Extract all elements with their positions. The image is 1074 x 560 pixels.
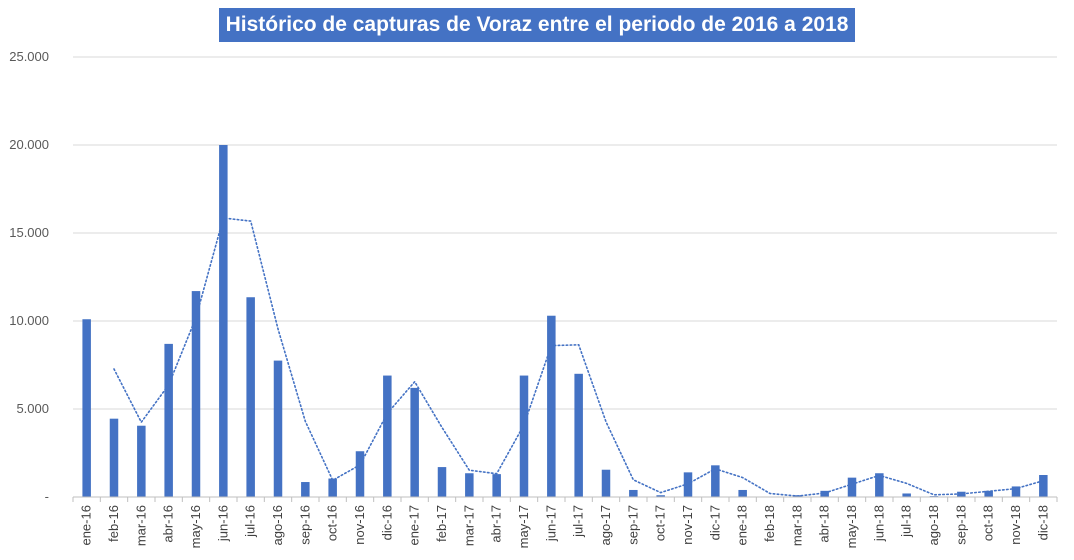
x-tick-label: mar-17 <box>461 505 476 546</box>
y-tick-label: 15.000 <box>9 225 49 240</box>
x-tick-label: sep-16 <box>297 505 312 545</box>
trendline-layer <box>113 217 1045 497</box>
x-tick-label: oct-17 <box>653 505 668 541</box>
bar <box>847 477 857 497</box>
bar <box>1011 486 1021 497</box>
bar <box>1039 475 1048 497</box>
x-tick-label: may-18 <box>844 505 859 548</box>
bar <box>82 319 91 497</box>
bar <box>301 482 310 497</box>
x-tick-label: ago-16 <box>270 505 285 545</box>
bar <box>273 360 283 497</box>
gridlines <box>73 56 1057 410</box>
x-tick-label: nov-18 <box>1008 505 1023 545</box>
bar <box>465 473 474 497</box>
x-axis-ticks: ene-16 feb-16 mar-16 abr-16 may-16 jun-16 jul-… <box>79 505 1051 548</box>
x-tick-label: jul-17 <box>571 505 586 538</box>
y-tick-label: 25.000 <box>9 49 49 64</box>
x-tick-label: jun-18 <box>871 505 886 542</box>
y-tick-label: - <box>45 489 49 504</box>
bar <box>902 493 911 497</box>
bar <box>601 469 611 497</box>
bar <box>574 373 583 497</box>
x-tick-label: dic-16 <box>379 505 394 540</box>
bar <box>437 467 447 497</box>
bar <box>957 491 966 497</box>
x-tick-label: jul-18 <box>899 505 914 538</box>
bar <box>984 490 993 497</box>
x-tick-label: ene-16 <box>79 505 94 545</box>
bar <box>519 375 529 497</box>
bar <box>328 478 337 497</box>
x-tick-label: may-17 <box>516 505 531 548</box>
bar <box>656 495 665 497</box>
bar <box>219 145 228 497</box>
x-axis <box>72 496 1058 502</box>
bar <box>683 472 693 497</box>
x-tick-label: feb-18 <box>762 505 777 542</box>
x-tick-label: nov-17 <box>680 505 695 545</box>
bar <box>492 474 501 497</box>
x-tick-label: ene-17 <box>407 505 422 545</box>
x-tick-label: ago-17 <box>598 505 613 545</box>
bar <box>355 451 365 497</box>
y-tick-label: 10.000 <box>9 313 49 328</box>
chart-title: Histórico de capturas de Voraz entre el … <box>218 8 856 42</box>
trendline <box>113 217 1045 497</box>
x-tick-label: mar-18 <box>789 505 804 546</box>
bar <box>738 489 747 497</box>
bars <box>82 145 1048 497</box>
bar <box>547 315 556 497</box>
y-tick-label: 5.000 <box>16 401 49 416</box>
x-tick-label: jul-16 <box>243 505 258 538</box>
x-tick-label: sep-18 <box>953 505 968 545</box>
x-tick-label: dic-18 <box>1035 505 1050 540</box>
x-tick-label: jun-17 <box>543 505 558 542</box>
x-tick-label: jun-16 <box>215 505 230 542</box>
x-tick-label: abr-17 <box>489 505 504 543</box>
bar <box>246 297 255 497</box>
x-tick-label: abr-16 <box>161 505 176 543</box>
bar <box>137 425 146 497</box>
y-axis-ticks: - 5.000 10.000 15.000 20.000 25.000 <box>9 49 49 504</box>
x-tick-label: abr-18 <box>817 505 832 543</box>
x-tick-label: ago-18 <box>926 505 941 545</box>
bar <box>711 465 720 497</box>
bar <box>875 473 884 497</box>
bar <box>164 343 173 497</box>
chart-title-wrap: Histórico de capturas de Voraz entre el … <box>0 8 1074 42</box>
x-tick-label: nov-16 <box>352 505 367 545</box>
x-tick-label: sep-17 <box>625 505 640 545</box>
bar <box>383 375 392 497</box>
bar <box>629 489 638 497</box>
y-tick-label: 20.000 <box>9 137 49 152</box>
x-tick-label: may-16 <box>188 505 203 548</box>
x-tick-label: mar-16 <box>133 505 148 546</box>
bar <box>410 387 419 497</box>
x-tick-label: ene-18 <box>735 505 750 545</box>
bar <box>109 418 119 497</box>
x-tick-label: oct-18 <box>981 505 996 541</box>
bar <box>191 291 201 497</box>
x-tick-label: feb-16 <box>106 505 121 542</box>
x-tick-label: dic-17 <box>707 505 722 540</box>
x-tick-label: oct-16 <box>325 505 340 541</box>
bar <box>820 490 829 497</box>
x-tick-label: feb-17 <box>434 505 449 542</box>
